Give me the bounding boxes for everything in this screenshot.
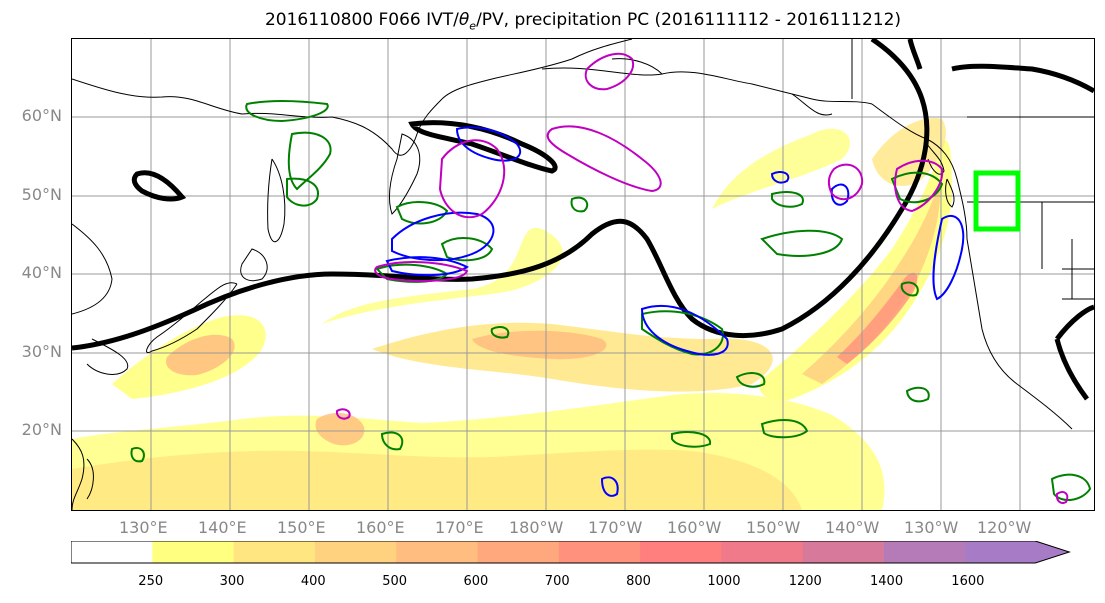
lon-label-150e: 150°E xyxy=(277,518,326,537)
colorbar-outline xyxy=(71,541,1071,564)
lon-label-160w: 160°W xyxy=(667,518,722,537)
map-panel xyxy=(71,38,1095,511)
colorbar-tick-label: 300 xyxy=(219,574,245,589)
ivt-core-30n xyxy=(166,334,235,376)
precip-contours xyxy=(335,52,1069,504)
colorbar-svg xyxy=(71,541,1071,564)
colorbar-segment xyxy=(152,541,235,563)
colorbar-segment xyxy=(71,541,153,563)
colorbar xyxy=(71,541,1096,565)
theta-e-contours xyxy=(130,99,1092,501)
colorbar-segment xyxy=(558,541,641,563)
colorbar-segment xyxy=(640,541,722,563)
lat-label-60n: 60°N xyxy=(21,106,62,125)
colorbar-segment xyxy=(233,541,316,563)
lon-label-140w: 140°W xyxy=(825,518,880,537)
colorbar-tick-label: 500 xyxy=(382,574,408,589)
lon-label-130e: 130°E xyxy=(119,518,168,537)
colorbar-tick-label: 400 xyxy=(300,574,326,589)
lon-label-140e: 140°E xyxy=(198,518,247,537)
lon-label-130w: 130°W xyxy=(904,518,959,537)
colorbar-segment xyxy=(477,541,560,563)
colorbar-tick-label: 700 xyxy=(544,574,570,589)
colorbar-segment xyxy=(802,541,885,563)
colorbar-segment xyxy=(884,541,966,563)
map-svg xyxy=(72,39,1094,510)
lon-label-170e: 170°E xyxy=(435,518,484,537)
pv-contours xyxy=(385,126,965,497)
colorbar-segment xyxy=(396,541,478,563)
coastlines xyxy=(72,39,1094,510)
ivt-shading xyxy=(72,118,952,510)
lat-label-50n: 50°N xyxy=(21,185,62,204)
ivt-region-sw-core xyxy=(72,449,802,510)
lat-label-40n: 40°N xyxy=(21,263,62,282)
colorbar-segment xyxy=(314,541,397,563)
colorbar-tick-label: 1000 xyxy=(707,574,741,589)
colorbar-tick-label: 1200 xyxy=(788,574,822,589)
ivt-max-20n xyxy=(315,412,365,446)
ivt-band-central xyxy=(322,227,563,324)
lon-label-160e: 160°E xyxy=(356,518,405,537)
colorbar-extend-arrow xyxy=(965,541,1070,563)
lon-label-180w: 180°W xyxy=(509,518,564,537)
colorbar-tick-label: 250 xyxy=(138,574,164,589)
lat-label-30n: 30°N xyxy=(21,342,62,361)
ivt-ar-ne-core xyxy=(837,272,918,364)
colorbar-tick-label: 1600 xyxy=(951,574,985,589)
ivt-north-ar xyxy=(712,128,851,209)
lon-label-170w: 170°W xyxy=(588,518,643,537)
lon-label-150w: 150°W xyxy=(746,518,801,537)
colorbar-segment xyxy=(721,541,804,563)
lat-label-20n: 20°N xyxy=(21,420,62,439)
colorbar-tick-label: 600 xyxy=(463,574,489,589)
colorbar-tick-label: 1400 xyxy=(870,574,904,589)
chart-title: 2016110800 F066 IVT/θe/PV, precipitation… xyxy=(264,10,902,33)
colorbar-tick-label: 800 xyxy=(626,574,651,589)
highlight-box xyxy=(973,170,1021,232)
lon-label-120w: 120°W xyxy=(977,518,1032,537)
